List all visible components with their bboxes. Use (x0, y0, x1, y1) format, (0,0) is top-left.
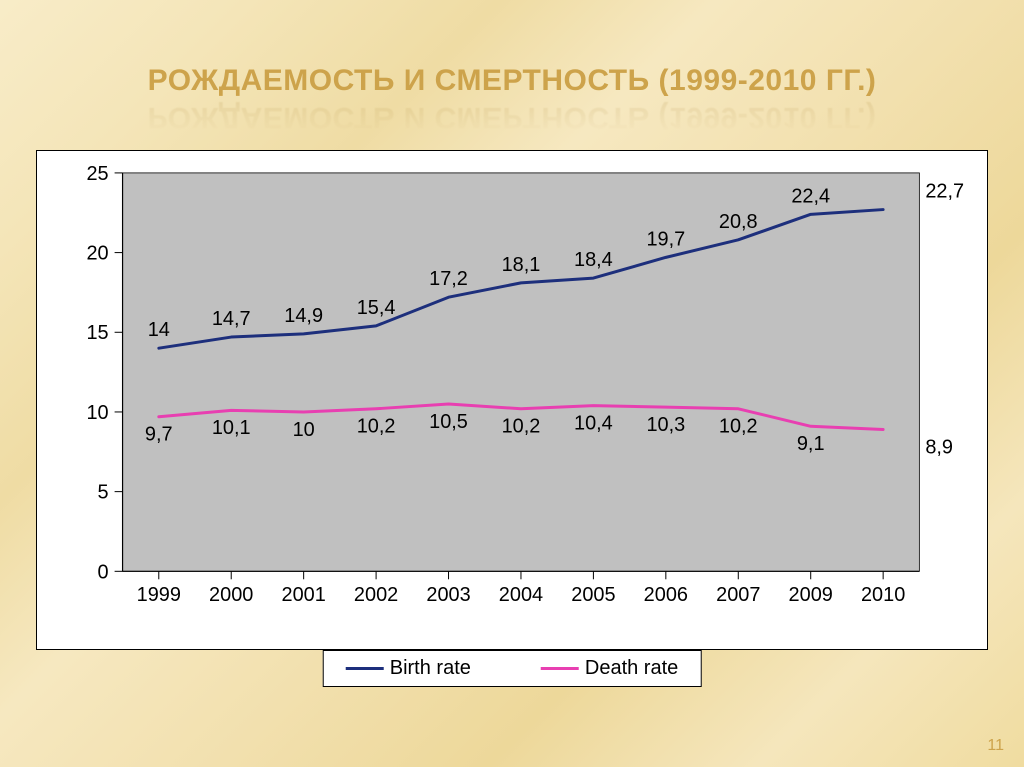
svg-text:14: 14 (148, 319, 170, 341)
legend-swatch (541, 667, 579, 670)
svg-text:22,4: 22,4 (791, 185, 830, 207)
svg-text:19,7: 19,7 (646, 228, 685, 250)
svg-text:10: 10 (86, 402, 108, 424)
svg-text:1999: 1999 (137, 584, 181, 606)
svg-text:2007: 2007 (716, 584, 760, 606)
svg-text:20: 20 (86, 243, 108, 265)
svg-text:10,4: 10,4 (574, 412, 613, 434)
svg-text:10: 10 (293, 419, 315, 441)
svg-text:18,1: 18,1 (502, 254, 541, 276)
svg-text:18,4: 18,4 (574, 249, 613, 271)
legend: Birth rate Death rate (323, 650, 702, 687)
chart-container: 0 5 10 15 20 25 1999 2000 2001 2002 2003 2004 2005 20… (36, 150, 988, 650)
svg-text:14,7: 14,7 (212, 308, 251, 330)
legend-swatch (346, 667, 384, 670)
svg-text:2006: 2006 (644, 584, 688, 606)
page-number: 11 (987, 737, 1004, 755)
title-reflection: РОЖДАЕМОСТЬ И СМЕРТНОСТЬ (1999-2010 ГГ.) (148, 100, 877, 134)
svg-text:2003: 2003 (426, 584, 470, 606)
svg-text:10,5: 10,5 (429, 411, 468, 433)
svg-text:2001: 2001 (282, 584, 326, 606)
svg-text:2000: 2000 (209, 584, 253, 606)
legend-label: Birth rate (390, 657, 471, 680)
svg-text:2010: 2010 (861, 584, 905, 606)
svg-text:2002: 2002 (354, 584, 398, 606)
svg-text:10,2: 10,2 (357, 416, 396, 438)
svg-text:25: 25 (86, 163, 108, 185)
svg-text:10,2: 10,2 (719, 416, 758, 438)
svg-text:10,2: 10,2 (502, 416, 541, 438)
svg-text:0: 0 (98, 561, 109, 583)
svg-text:8,9: 8,9 (925, 436, 953, 458)
legend-item: Birth rate (346, 657, 471, 680)
svg-text:5: 5 (98, 482, 109, 504)
svg-text:10,1: 10,1 (212, 417, 251, 439)
svg-text:22,7: 22,7 (925, 181, 964, 203)
svg-text:15: 15 (86, 322, 108, 344)
svg-text:2005: 2005 (571, 584, 615, 606)
svg-text:2004: 2004 (499, 584, 543, 606)
svg-text:10,3: 10,3 (646, 414, 685, 436)
svg-text:20,8: 20,8 (719, 211, 758, 233)
chart-title: РОЖДАЕМОСТЬ И СМЕРТНОСТЬ (1999-2010 ГГ.)… (0, 64, 1024, 98)
legend-item: Death rate (541, 657, 678, 680)
svg-text:17,2: 17,2 (429, 268, 468, 290)
line-chart: 0 5 10 15 20 25 1999 2000 2001 2002 2003 2004 2005 20… (37, 151, 987, 649)
svg-text:15,4: 15,4 (357, 297, 396, 319)
svg-text:2009: 2009 (789, 584, 833, 606)
slide: РОЖДАЕМОСТЬ И СМЕРТНОСТЬ (1999-2010 ГГ.)… (0, 0, 1024, 767)
svg-text:9,7: 9,7 (145, 424, 173, 446)
svg-text:14,9: 14,9 (284, 305, 323, 327)
legend-label: Death rate (585, 657, 678, 680)
svg-text:9,1: 9,1 (797, 433, 825, 455)
title-text: РОЖДАЕМОСТЬ И СМЕРТНОСТЬ (1999-2010 ГГ.) (148, 64, 877, 98)
